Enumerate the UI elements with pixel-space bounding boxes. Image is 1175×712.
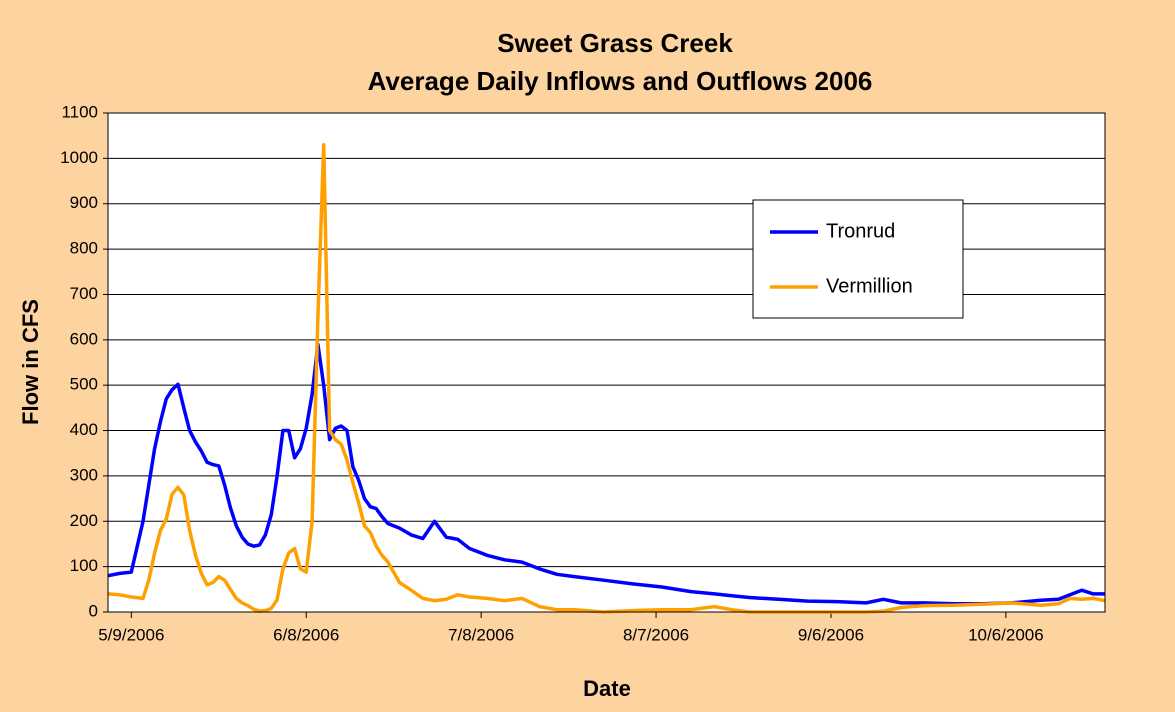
y-tick-label: 800 bbox=[70, 239, 98, 258]
chart-title: Sweet Grass Creek bbox=[497, 28, 733, 58]
y-tick-label: 600 bbox=[70, 329, 98, 348]
x-tick-label: 10/6/2006 bbox=[968, 625, 1044, 644]
series-line bbox=[107, 342, 1105, 606]
y-axis-label: Flow in CFS bbox=[18, 299, 43, 425]
y-tick-label: 100 bbox=[70, 556, 98, 575]
y-tick-label: 500 bbox=[70, 375, 98, 394]
y-tick-label: 400 bbox=[70, 420, 98, 439]
x-axis-label: Date bbox=[583, 676, 631, 701]
x-tick-label: 8/7/2006 bbox=[623, 625, 689, 644]
y-tick-label: 300 bbox=[70, 465, 98, 484]
y-tick-label: 200 bbox=[70, 511, 98, 530]
legend: Tronrud Vermillion bbox=[752, 199, 964, 319]
chart-subtitle: Average Daily Inflows and Outflows 2006 bbox=[368, 66, 873, 96]
y-tick-label: 1100 bbox=[61, 102, 98, 121]
plot-border bbox=[107, 112, 1106, 613]
x-tick-label: 9/6/2006 bbox=[798, 625, 864, 644]
grid: 0 100 200 300 400 500 600 700 800 900 1000 1100 5/9/… bbox=[60, 102, 1105, 644]
legend-label: Vermillion bbox=[826, 275, 913, 297]
y-tick-label: 0 bbox=[89, 601, 98, 620]
y-tick-label: 700 bbox=[70, 284, 98, 303]
y-tick-label: 1000 bbox=[60, 148, 98, 167]
y-tick-label: 900 bbox=[70, 193, 98, 212]
x-tick-label: 7/8/2006 bbox=[448, 625, 514, 644]
legend-label: Tronrud bbox=[826, 220, 895, 242]
x-tick-label: 5/9/2006 bbox=[98, 625, 164, 644]
plot-area bbox=[108, 113, 1105, 612]
legend-box bbox=[752, 199, 964, 319]
x-tick-label: 6/8/2006 bbox=[273, 625, 339, 644]
